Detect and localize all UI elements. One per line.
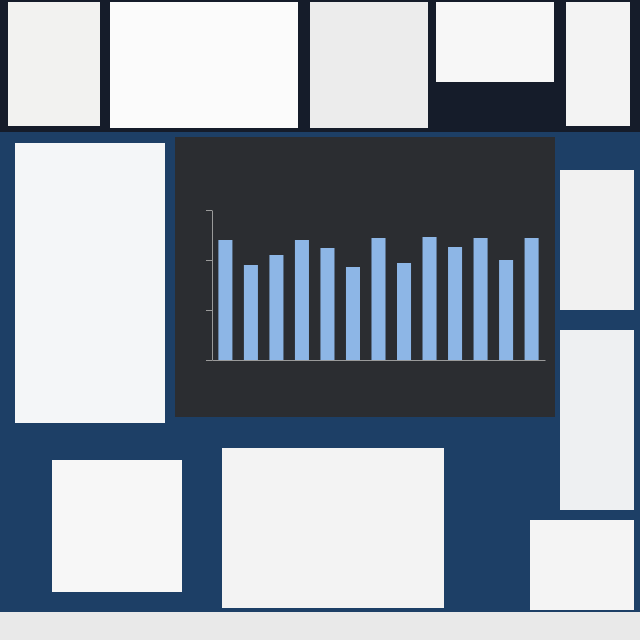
side-card <box>560 330 634 510</box>
tick <box>206 310 212 311</box>
bar <box>499 260 513 360</box>
bottom-card <box>52 460 182 592</box>
top-card <box>8 2 100 126</box>
tick <box>206 260 212 261</box>
bar <box>474 238 488 360</box>
top-card <box>310 2 428 128</box>
x-axis <box>213 360 546 362</box>
bars <box>218 237 538 360</box>
bar <box>320 248 334 360</box>
tick-mark <box>206 310 212 311</box>
side-panel <box>15 143 165 423</box>
bar <box>269 255 283 360</box>
tick-mark <box>206 260 212 261</box>
tick <box>206 360 212 361</box>
bar <box>525 238 539 360</box>
bar <box>244 265 258 360</box>
axis-line <box>213 360 546 361</box>
bottom-card <box>530 520 634 610</box>
axis-line <box>212 211 213 361</box>
top-strip <box>0 0 640 132</box>
bottom-card <box>222 448 444 608</box>
top-card <box>566 2 630 126</box>
bottom-strip <box>0 612 640 640</box>
top-card <box>436 2 554 82</box>
tick-mark <box>206 210 212 211</box>
tick <box>206 210 212 211</box>
y-axis <box>206 211 213 361</box>
side-card <box>560 170 634 310</box>
background <box>0 0 640 640</box>
bar <box>371 238 385 360</box>
bar <box>346 267 360 360</box>
bar <box>397 263 411 360</box>
tick-mark <box>206 360 212 361</box>
chart-panel <box>175 137 555 417</box>
page <box>0 0 640 640</box>
bar <box>423 237 437 360</box>
bar <box>295 240 309 360</box>
bar <box>448 247 462 360</box>
bar <box>218 240 232 360</box>
top-chart-card <box>110 2 298 128</box>
